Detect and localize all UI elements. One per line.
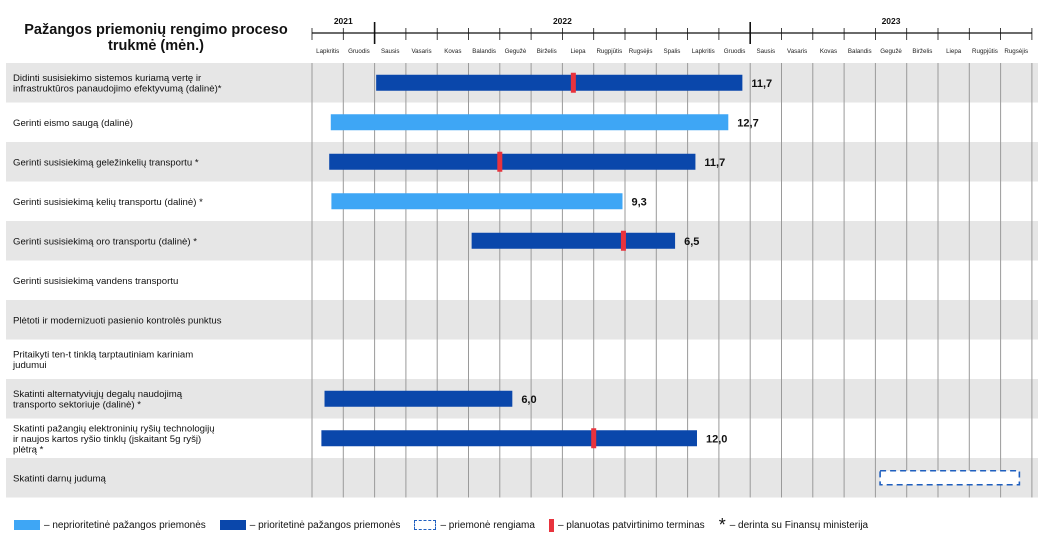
month-label: Lapkritis xyxy=(692,48,715,55)
month-label: Balandis xyxy=(848,48,872,55)
row-label: Didinti susisiekimo sistemos kuriamą ver… xyxy=(13,73,222,95)
month-label: Balandis xyxy=(472,48,496,55)
month-label: Liepa xyxy=(570,48,586,55)
legend-item-non-priority: – neprioritetinė pažangos priemonės xyxy=(14,520,206,531)
legend-label-planned: – priemonė rengiama xyxy=(440,519,535,531)
row-band xyxy=(6,339,1038,379)
deadline-marker xyxy=(570,72,576,93)
month-label: Birželis xyxy=(537,48,557,55)
row-band xyxy=(6,379,1038,419)
bar-value-label: 12,7 xyxy=(737,117,758,129)
month-label: Gegužė xyxy=(880,48,902,55)
bar-value-label: 6,5 xyxy=(684,236,699,248)
bar-value-label: 6,0 xyxy=(521,394,536,406)
gantt-chart: 2021 2022 2023 Lapkritis Gruodis Sausis Vasari… xyxy=(6,16,1038,498)
legend-swatch-planned xyxy=(414,520,437,530)
priority-bar xyxy=(324,390,513,407)
non-priority-bar xyxy=(330,114,729,131)
row-band xyxy=(6,260,1038,300)
month-label: Kovas xyxy=(820,48,837,55)
row-label: Pritaikyti ten-t tinklą tarptautiniam ka… xyxy=(12,350,193,372)
legend-item-deadline: – planuotas patvirtinimo terminas xyxy=(548,518,705,532)
month-label: Vasaris xyxy=(787,48,807,55)
deadline-marker xyxy=(497,151,503,172)
chart-title: Pažangos priemonių rengimo proceso trukm… xyxy=(24,22,288,54)
priority-bar xyxy=(376,74,743,91)
legend-item-priority: – prioritetinė pažangos priemonės xyxy=(219,519,401,531)
legend-swatch-non-priority xyxy=(14,520,40,530)
legend-star-symbol: * xyxy=(718,515,726,535)
legend-label-non-priority: – neprioritetinė pažangos priemonės xyxy=(44,519,206,531)
row-label: Gerinti eismo saugą (dalinė) xyxy=(13,118,133,129)
row-label: Gerinti susisiekimą oro transportu (dali… xyxy=(13,236,197,247)
row-band xyxy=(6,458,1038,498)
year-label: 2023 xyxy=(882,16,901,26)
row-label: Gerinti susisiekimą kelių transportu (da… xyxy=(13,197,203,208)
row-label: Skatinti pažangių elektroninių ryšių tec… xyxy=(13,423,215,455)
row-label: Plėtoti ir modernizuoti pasienio kontrol… xyxy=(13,315,222,326)
legend-item-planned: – priemonė rengiama xyxy=(414,520,535,531)
month-label: Rugpjūtis xyxy=(596,48,622,55)
month-label: Liepa xyxy=(946,48,962,55)
non-priority-bar xyxy=(331,193,623,210)
row-label: Skatinti darnų judumą xyxy=(13,473,106,484)
bar-value-label: 11,7 xyxy=(751,78,772,90)
month-label: Gegužė xyxy=(505,48,527,55)
legend: – neprioritetinė pažangos priemonės – pr… xyxy=(14,516,1034,534)
planned-bar xyxy=(879,469,1021,486)
month-label: Gruodis xyxy=(348,48,370,55)
legend-label-star: – derinta su Finansų ministerija xyxy=(729,519,869,531)
legend-swatch-priority xyxy=(219,520,246,530)
year-label: 2022 xyxy=(553,16,572,26)
legend-item-star: * – derinta su Finansų ministerija xyxy=(718,515,869,535)
priority-bar xyxy=(471,232,676,249)
month-label: Spalis xyxy=(664,48,681,55)
month-label: Rugsėjis xyxy=(629,48,653,55)
row-label: Gerinti susisiekimą geležinkelių transpo… xyxy=(13,157,199,168)
legend-swatch-deadline xyxy=(548,518,554,532)
legend-label-priority: – prioritetinė pažangos priemonės xyxy=(249,519,401,531)
priority-bar xyxy=(329,153,696,170)
month-label: Lapkritis xyxy=(316,48,339,55)
row-label: Gerinti susisiekimą vandens transportu xyxy=(13,276,178,287)
priority-bar xyxy=(321,430,697,447)
bar-value-label: 11,7 xyxy=(704,157,725,169)
row-band xyxy=(6,300,1038,340)
bar-value-label: 12,0 xyxy=(706,433,727,445)
month-label: Sausis xyxy=(757,48,776,55)
month-label: Vasaris xyxy=(411,48,431,55)
row-label: Skatinti alternatyviųjų degalų naudojimą… xyxy=(13,389,183,411)
year-label: 2021 xyxy=(334,16,353,26)
bar-value-label: 9,3 xyxy=(631,196,646,208)
deadline-marker xyxy=(620,230,626,251)
month-label: Kovas xyxy=(444,48,461,55)
month-label: Rugsėjis xyxy=(1004,48,1028,55)
month-label: Birželis xyxy=(912,48,932,55)
month-label: Gruodis xyxy=(724,48,746,55)
deadline-marker xyxy=(591,428,597,449)
month-label: Sausis xyxy=(381,48,400,55)
legend-label-deadline: – planuotas patvirtinimo terminas xyxy=(557,519,705,531)
month-label: Rugpjūtis xyxy=(972,48,998,55)
